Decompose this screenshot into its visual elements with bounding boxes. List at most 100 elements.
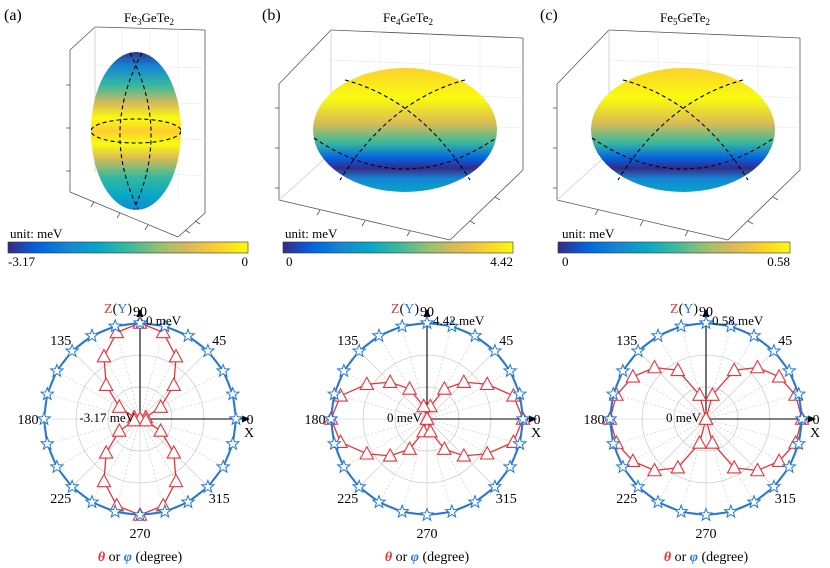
phi-symbol: φ [124, 550, 132, 565]
unit-text: (degree) [132, 550, 182, 565]
polar-a-z-arrow [136, 309, 144, 317]
panel-c-letter: (c) [540, 7, 558, 24]
polar-c-angle-label: 315 [775, 492, 796, 507]
panel-b-dashed-lines [313, 79, 497, 181]
polar-c-phi-marker [766, 478, 782, 494]
theta-symbol: θ [664, 550, 672, 565]
polar-a-phi-marker [200, 343, 216, 358]
polar-c-spoke [637, 418, 707, 488]
polar-paren-open: ( [113, 302, 118, 317]
panel-a-letter: (a) [4, 7, 22, 24]
panel-b-title: Fe4GeTe2 [383, 10, 433, 27]
polar-a-axis-title: θ or φ (degree) [98, 550, 183, 565]
formula-mid: GeTe [142, 10, 170, 25]
panel-c-dashed-lines [591, 79, 775, 181]
polar-c-theta-marker [704, 386, 721, 401]
polar-a-spoke [139, 418, 224, 468]
polar-a-theta-marker [126, 412, 142, 427]
polar-a-phi-marker [49, 363, 65, 378]
theta-symbol: θ [385, 550, 393, 565]
polar-c-phi-marker [605, 386, 621, 401]
polar-z-letter: Z [670, 302, 679, 317]
polar-c-theta-marker [698, 410, 714, 425]
polar-a-spoke [56, 370, 141, 420]
polar-a-spoke [139, 418, 189, 503]
polar-b-zy-letter: Z(Y) [391, 302, 419, 317]
colorbar-c-max: 0.58 [767, 254, 790, 269]
polar-a-phi-marker [200, 478, 216, 494]
polar-a-phi-marker [84, 494, 100, 509]
polar-b-angle-label: 45 [499, 334, 513, 349]
polar-c-angle-label: 45 [778, 334, 792, 349]
polar-b-phi-marker [336, 363, 352, 378]
polar-a-spoke [139, 335, 189, 420]
polar-y-letter: Y [404, 302, 414, 317]
polar-c-phi-marker [650, 494, 666, 509]
polar-a-spoke [91, 335, 141, 420]
polar-c-theta-marker [670, 459, 686, 474]
polar-a-theta-marker [109, 324, 125, 339]
polar-a-spoke [114, 326, 141, 420]
theta-symbol: θ [98, 550, 106, 565]
polar-c-phi-marker [791, 435, 807, 451]
polar-a-spoke [139, 418, 233, 445]
panel-b-surface-plot [275, 29, 524, 241]
polar-a-theta-marker [111, 398, 127, 413]
polar-c-axis-title: θ or φ (degree) [664, 550, 749, 565]
polar-a-phi-marker [157, 503, 173, 519]
polar-y-letter: Y [683, 302, 693, 317]
polar-a-spoke [47, 418, 141, 445]
formula-sub-1: 3 [137, 17, 142, 27]
polar-b-angle-label: 135 [337, 334, 358, 349]
colorbar-c-min: 0 [562, 254, 569, 269]
polar-a-theta-marker [166, 377, 182, 391]
colorbar-b-max: 4.42 [490, 254, 513, 269]
polar-b-theta-marker [416, 398, 432, 413]
polar-a-x-arrow [242, 415, 250, 423]
polar-b-theta-marker [436, 440, 452, 455]
polar-y-letter: Y [117, 302, 127, 317]
or-text: or [671, 550, 690, 565]
colorbar-b: unit: meV 0 4.42 [282, 226, 514, 269]
colorbar-a-unit: unit: meV [10, 226, 63, 241]
polar-a-spoke [139, 326, 166, 420]
phi-symbol: φ [690, 550, 698, 565]
polar-a-phi-marker [157, 318, 173, 333]
polar-c-phi-marker [723, 318, 739, 333]
polar-a-angle-label: 90 [133, 305, 147, 320]
polar-b-theta-marker [359, 376, 375, 391]
panel-c-ellipsoid [591, 68, 775, 192]
polar-b-phi-marker [487, 343, 503, 358]
or-text: or [105, 550, 124, 565]
polar-a-phi-marker [225, 435, 241, 451]
panel-b-ticks [275, 107, 501, 237]
polar-a-phi-marker [225, 386, 241, 401]
polar-b-phi-marker [502, 459, 518, 474]
polar-c-spoke [705, 335, 755, 420]
polar-a-phi-marker [107, 503, 123, 519]
polar-b-spoke [334, 418, 428, 445]
polar-c-spoke [705, 393, 799, 420]
polar-c-phi-marker [630, 478, 646, 494]
polar-b-spoke [426, 418, 511, 468]
polar-b-theta-marker [402, 440, 418, 455]
polar-c-spoke [657, 418, 707, 503]
formula-mid: GeTe [678, 10, 706, 25]
polar-a-spoke [114, 418, 141, 512]
polar-c-spoke [657, 335, 707, 420]
polar-c-phi-marker [698, 315, 714, 330]
panel-b-ellipsoid [313, 68, 497, 192]
polar-b-phi-marker [502, 363, 518, 378]
polar-b-theta-marker [382, 447, 398, 462]
polar-a-spoke [139, 418, 166, 512]
polar-c-angle-label: 270 [696, 527, 717, 542]
polar-c-angle-label: 135 [616, 334, 637, 349]
polar-b-phi-marker [467, 494, 483, 509]
polar-b-phi-marker [394, 503, 410, 519]
polar-b-spoke [426, 418, 520, 445]
polar-b-phi-marker [326, 386, 342, 401]
polar-b-angle-label: 315 [496, 492, 517, 507]
polar-c-theta-marker [726, 459, 742, 474]
polar-a-theta-marker [138, 412, 154, 427]
polar-c-phi-marker [673, 318, 689, 333]
